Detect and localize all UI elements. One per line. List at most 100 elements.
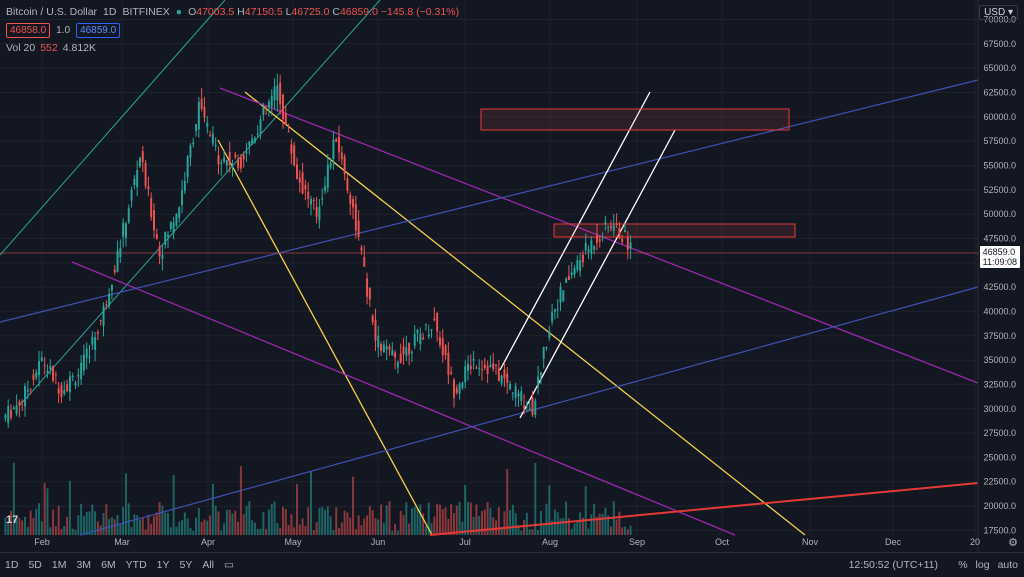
candle-body (32, 374, 35, 380)
timeframe-all[interactable]: All (202, 559, 215, 571)
timeframe-5y[interactable]: 5Y (179, 559, 193, 571)
volume-bar (548, 485, 551, 535)
candle-body (262, 107, 265, 115)
volume-bar (354, 529, 357, 535)
volume-bar (35, 508, 38, 535)
y-tick-label: 60000.0 (983, 112, 1016, 122)
candle-body (10, 410, 12, 418)
timeframe-1m[interactable]: 1M (51, 559, 67, 571)
candle-body (377, 336, 380, 348)
timeframe-ytd[interactable]: YTD (125, 559, 147, 571)
buy-button[interactable]: 46859.0 (76, 23, 121, 38)
volume-bar (380, 504, 383, 535)
candle-body (595, 235, 598, 243)
volume-bar (601, 513, 604, 535)
candle-body (276, 85, 279, 101)
timeframe-5d[interactable]: 5D (28, 559, 42, 571)
spread-value: 1.0 (56, 25, 71, 36)
date-range-icon[interactable]: ▭ (224, 559, 234, 571)
trend-line (217, 139, 433, 536)
candle-body (607, 226, 610, 228)
candle-body (559, 286, 562, 303)
volume-bar (374, 518, 377, 535)
volume-bar (167, 513, 169, 535)
gear-icon[interactable]: ⚙ (1008, 537, 1018, 549)
volume-bar (382, 523, 385, 535)
candle-body (270, 95, 273, 107)
volume-bar (349, 517, 352, 535)
sell-button[interactable]: 46858.0 (6, 23, 51, 38)
currency-selector[interactable]: USD ▾ (979, 5, 1018, 20)
candle-body (528, 408, 531, 410)
volume-bar (122, 506, 125, 535)
volume-bar (312, 530, 315, 535)
candle-body (15, 405, 18, 415)
volume-bar (427, 502, 430, 535)
candle-body (349, 194, 352, 204)
symbol-name[interactable]: Bitcoin / U.S. Dollar (6, 6, 98, 18)
volume-bar (192, 530, 195, 535)
volume-bar (234, 510, 237, 535)
candle-body (416, 329, 419, 334)
volume-bar (29, 510, 32, 535)
candle-body (122, 222, 125, 237)
candle-body (239, 157, 242, 169)
volume-bar (357, 515, 360, 535)
candle-body (579, 260, 582, 271)
volume-bar (57, 505, 60, 535)
volume-bar (127, 503, 130, 535)
candle-body (124, 223, 127, 239)
bottom-toolbar: 1D 5D 1M 3M 6M YTD 1Y 5Y All ▭ 12:50:52 … (0, 552, 1024, 577)
timeframe-1y[interactable]: 1Y (156, 559, 170, 571)
candle-body (315, 207, 318, 217)
symbol-legend[interactable]: Bitcoin / U.S. Dollar 1D BITFINEX ● O470… (6, 6, 459, 18)
candle-body (329, 162, 332, 168)
volume-bar (576, 521, 579, 535)
candle-body (422, 337, 425, 340)
volume-bar (326, 506, 329, 535)
log-toggle[interactable]: log (975, 559, 990, 571)
candle-body (318, 206, 321, 221)
volume-bar (228, 509, 231, 535)
timeframe-3m[interactable]: 3M (76, 559, 92, 571)
candle-body (153, 210, 155, 231)
candle-body (186, 156, 189, 178)
candle-body (399, 353, 402, 363)
candle-body (374, 319, 377, 341)
timeframe-6m[interactable]: 6M (101, 559, 116, 571)
x-tick-label: Sep (629, 537, 645, 547)
volume-bar (138, 519, 141, 535)
volume-bar (394, 523, 397, 535)
volume-label: Vol 20 (6, 42, 36, 54)
volume-bar (68, 480, 71, 535)
auto-toggle[interactable]: auto (997, 559, 1018, 571)
volume-bar (164, 512, 167, 535)
volume-bar (438, 504, 441, 535)
candle-body (587, 249, 590, 252)
volume-bar (119, 524, 122, 535)
candle-body (52, 365, 55, 381)
volume-bar (293, 527, 296, 535)
volume-bar (452, 513, 455, 535)
volume-bar (63, 526, 66, 535)
candle-body (4, 414, 7, 419)
volume-bar (290, 514, 293, 535)
percent-toggle[interactable]: % (958, 559, 968, 571)
candle-body (110, 284, 113, 291)
volume-bar (144, 529, 147, 535)
candle-body (273, 86, 276, 101)
y-tick-label: 42500.0 (983, 282, 1016, 292)
candle-body (197, 102, 200, 130)
volume-bar (489, 507, 492, 535)
volume-bar (304, 525, 307, 535)
candle-body (430, 329, 433, 331)
candle-body (551, 312, 554, 322)
candle-body (211, 133, 214, 144)
timeframe-1d[interactable]: 1D (5, 559, 19, 571)
volume-bar (54, 525, 57, 535)
volume-bar (377, 519, 380, 535)
volume-legend[interactable]: Vol 20 552 4.812K (6, 42, 96, 54)
volume-bar (141, 517, 144, 535)
candle-body (203, 106, 206, 118)
